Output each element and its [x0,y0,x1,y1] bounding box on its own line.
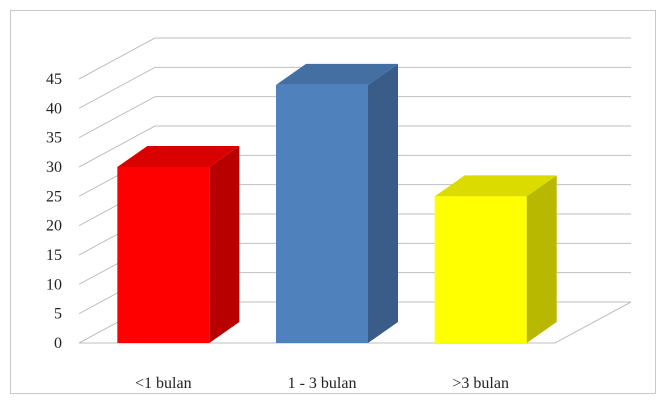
y-tick-label: 20 [46,218,62,235]
y-tick-label: 10 [46,276,62,293]
bar-top [434,175,557,197]
bar [117,146,240,343]
y-tick-label: 35 [46,130,62,147]
bar-side [526,175,557,343]
gridline-side [78,96,156,139]
bar [434,175,557,343]
bar-side [368,63,398,343]
y-tick-label: 5 [54,306,62,323]
bar-front [434,196,527,343]
x-tick-label: <1 bulan [135,375,192,392]
bars [117,63,557,343]
bar-front [117,167,210,343]
bar-side [209,146,240,343]
y-axis: 0 5 10 15 20 25 30 35 40 45 [46,71,62,352]
x-tick-label: 1 - 3 bulan [288,375,357,392]
bar [276,63,398,343]
gridline-side [78,37,156,80]
y-tick-label: 25 [46,188,62,205]
y-tick-label: 15 [46,247,62,264]
gridline-side [78,125,156,168]
x-axis: <1 bulan 1 - 3 bulan >3 bulan [135,375,509,392]
x-tick-label: >3 bulan [452,375,509,392]
y-tick-label: 45 [46,71,62,88]
y-tick-label: 0 [54,335,62,352]
bar-top [117,146,240,167]
bar-front [276,84,368,343]
gridline-side [78,66,156,109]
y-tick-label: 40 [46,100,62,117]
bar-top [276,63,398,85]
y-tick-label: 30 [46,159,62,176]
